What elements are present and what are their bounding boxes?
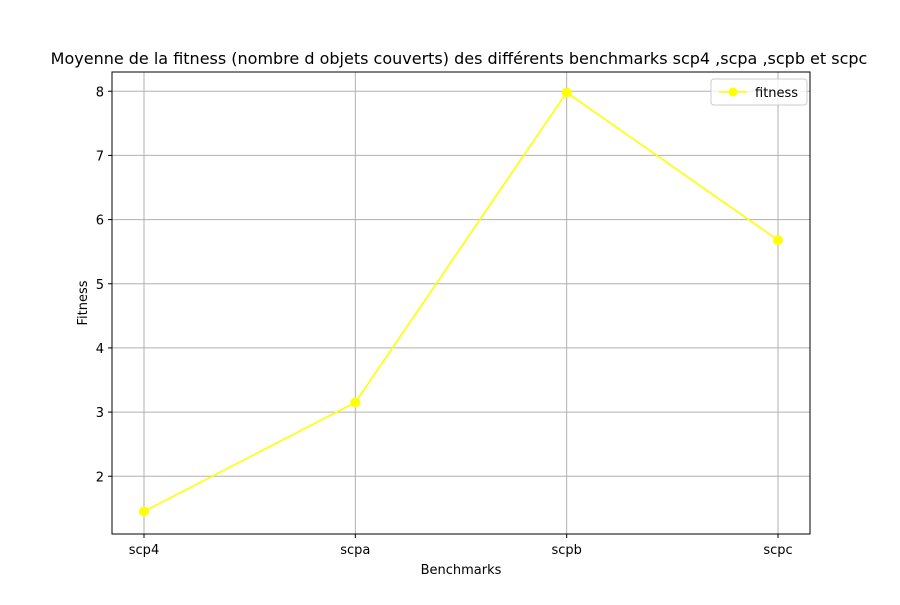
legend-frame [710, 78, 808, 106]
y-axis: 2 3 4 5 6 7 8 [96, 85, 112, 485]
series-line-fitness [143, 91, 779, 513]
x-tick-label: scpc [763, 543, 792, 558]
y-tick-label: 8 [96, 85, 104, 100]
x-tick-label: scpb [551, 543, 581, 558]
plot-frame [111, 71, 811, 535]
y-axis-label: Fitness [76, 280, 91, 325]
legend: fitness [710, 78, 808, 106]
x-axis: scp4 scpa scpb scpc [129, 534, 793, 558]
y-tick-label: 7 [96, 149, 104, 164]
data-point [139, 506, 149, 517]
grid [112, 72, 810, 534]
y-tick-label: 3 [96, 406, 104, 421]
x-tick-label: scp4 [129, 543, 159, 558]
series-line-group [139, 87, 783, 517]
data-point [561, 87, 572, 98]
y-tick-label: 4 [96, 342, 104, 357]
legend-label: fitness [755, 86, 798, 101]
y-tick-label: 6 [96, 214, 104, 229]
chart-title: Moyenne de la fitness (nombre d objets c… [51, 49, 868, 68]
y-tick-label: 2 [96, 470, 104, 485]
data-point [350, 397, 361, 408]
x-axis-label: Benchmarks [421, 563, 502, 578]
legend-marker [728, 87, 738, 97]
data-point [773, 235, 783, 246]
x-tick-label: scpa [340, 543, 370, 558]
y-tick-label: 5 [96, 278, 104, 293]
